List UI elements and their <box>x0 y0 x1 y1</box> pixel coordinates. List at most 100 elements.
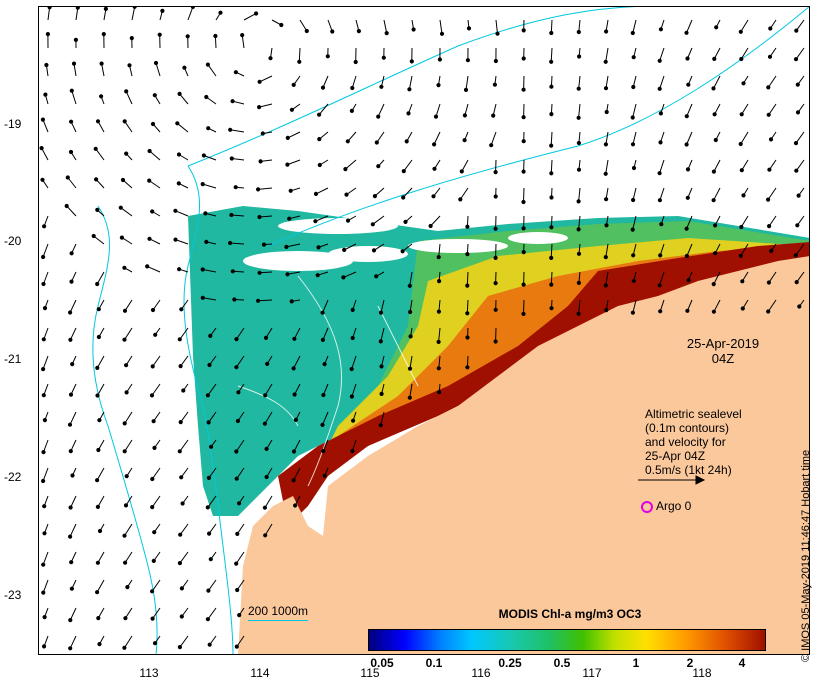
velocity-arrow-head <box>264 474 269 480</box>
velocity-arrow-head <box>123 616 128 621</box>
velocity-arrow <box>376 131 385 143</box>
velocity-arrow-head <box>208 333 213 338</box>
velocity-arrow-head <box>43 92 48 97</box>
map-canvas[interactable] <box>38 6 810 655</box>
velocity-arrow-head <box>320 310 325 315</box>
velocity-arrow-head <box>177 337 182 342</box>
velocity-arrow <box>315 187 329 195</box>
velocity-arrow-head <box>741 193 746 198</box>
velocity-arrow <box>69 607 77 621</box>
velocity-arrow-head <box>262 505 267 510</box>
argo-float-marker[interactable] <box>641 501 653 513</box>
velocity-arrow <box>236 635 245 647</box>
velocity-arrow-head <box>378 339 383 344</box>
velocity-arrow-head <box>657 198 663 203</box>
velocity-arrow-head <box>70 473 75 478</box>
velocity-arrow-head <box>741 81 746 86</box>
velocity-arrow-head <box>263 533 268 538</box>
velocity-legend: Altimetric sealevel (0.1m contours) and … <box>645 407 742 477</box>
velocity-arrow <box>343 243 357 251</box>
velocity-arrow <box>258 103 273 108</box>
velocity-arrow-head <box>738 253 743 258</box>
velocity-arrow-head <box>739 112 744 117</box>
velocity-arrow-head <box>40 117 46 122</box>
velocity-arrow-head <box>604 109 609 115</box>
velocity-arrow-head <box>234 365 239 370</box>
velocity-arrow-head <box>341 275 346 280</box>
y-tick-label: -21 <box>4 352 22 366</box>
velocity-arrow <box>42 119 49 133</box>
velocity-arrow-head <box>577 54 582 59</box>
velocity-arrow-head <box>374 140 379 145</box>
velocity-arrow <box>795 243 805 256</box>
velocity-arrow-head <box>234 449 239 454</box>
velocity-arrow-head <box>204 94 209 100</box>
velocity-arrow-head <box>436 339 441 344</box>
velocity-arrow-head <box>254 11 259 16</box>
velocity-arrow-head <box>304 28 309 34</box>
velocity-arrow-head <box>320 337 325 342</box>
velocity-arrow-head <box>322 362 327 367</box>
velocity-arrow-head <box>153 60 159 66</box>
velocity-arrow-head <box>349 108 354 114</box>
velocity-arrow-head <box>205 617 210 622</box>
velocity-arrow-head <box>207 362 212 368</box>
velocity-arrow-head <box>768 26 773 31</box>
velocity-arrow <box>124 439 133 452</box>
velocity-arrow-head <box>767 54 773 59</box>
velocity-arrow-head <box>157 32 162 37</box>
time-line: 04Z <box>711 351 735 366</box>
velocity-arrow-head <box>657 171 662 176</box>
velocity-arrow <box>230 129 245 133</box>
velocity-arrow-head <box>120 177 126 183</box>
velocity-arrow-head <box>630 30 635 36</box>
velocity-arrow-head <box>604 197 609 202</box>
velocity-arrow <box>490 131 497 146</box>
credit-text: © IMOS 05-May-2019 11:46:47 Hobart time <box>800 449 812 662</box>
legend-line: 25-Apr 04Z <box>645 449 706 463</box>
velocity-arrow <box>207 495 217 508</box>
velocity-arrow <box>259 75 273 83</box>
velocity-arrow <box>264 523 273 536</box>
velocity-arrow-head <box>794 280 799 285</box>
velocity-arrow-head <box>39 146 44 151</box>
velocity-arrow <box>42 243 49 258</box>
velocity-arrow-head <box>465 365 470 370</box>
velocity-arrow <box>686 243 693 257</box>
velocity-arrow-head <box>97 642 102 647</box>
velocity-arrow-head <box>465 335 470 340</box>
velocity-arrow <box>322 411 329 426</box>
velocity-arrow <box>550 243 553 258</box>
velocity-arrow <box>264 411 273 424</box>
velocity-arrow <box>768 103 777 116</box>
velocity-arrow <box>264 383 273 396</box>
colorbar-tick: 0.5 <box>553 656 571 670</box>
velocity-arrow-head <box>145 264 150 269</box>
velocity-arrow-head <box>147 178 152 183</box>
velocity-arrow-head <box>714 25 719 30</box>
velocity-arrow-head <box>208 557 213 562</box>
velocity-arrow-head <box>124 363 129 368</box>
velocity-arrow-head <box>493 255 498 260</box>
legend-line: and velocity for <box>645 435 726 449</box>
colorbar-tick: 0.05 <box>370 656 394 670</box>
colorbar-tick: 0.25 <box>498 656 522 670</box>
velocity-arrow-head <box>768 137 774 142</box>
velocity-arrow-head <box>68 149 74 155</box>
depth-legend-line <box>248 620 308 621</box>
velocity-arrow-head <box>68 337 73 342</box>
velocity-arrow-head <box>228 240 233 246</box>
velocity-arrow <box>686 215 693 229</box>
velocity-arrow-head <box>205 62 210 67</box>
velocity-arrow-head <box>631 165 637 171</box>
velocity-arrow <box>605 47 609 62</box>
velocity-arrow-head <box>766 280 772 285</box>
velocity-arrow-head <box>204 239 209 244</box>
velocity-arrow <box>293 439 301 452</box>
velocity-arrow <box>767 187 777 200</box>
velocity-arrow-head <box>177 449 182 454</box>
velocity-arrow-head <box>265 361 270 366</box>
velocity-arrow-head <box>206 126 211 131</box>
velocity-arrow-head <box>152 93 157 98</box>
velocity-arrow-head <box>213 33 218 39</box>
